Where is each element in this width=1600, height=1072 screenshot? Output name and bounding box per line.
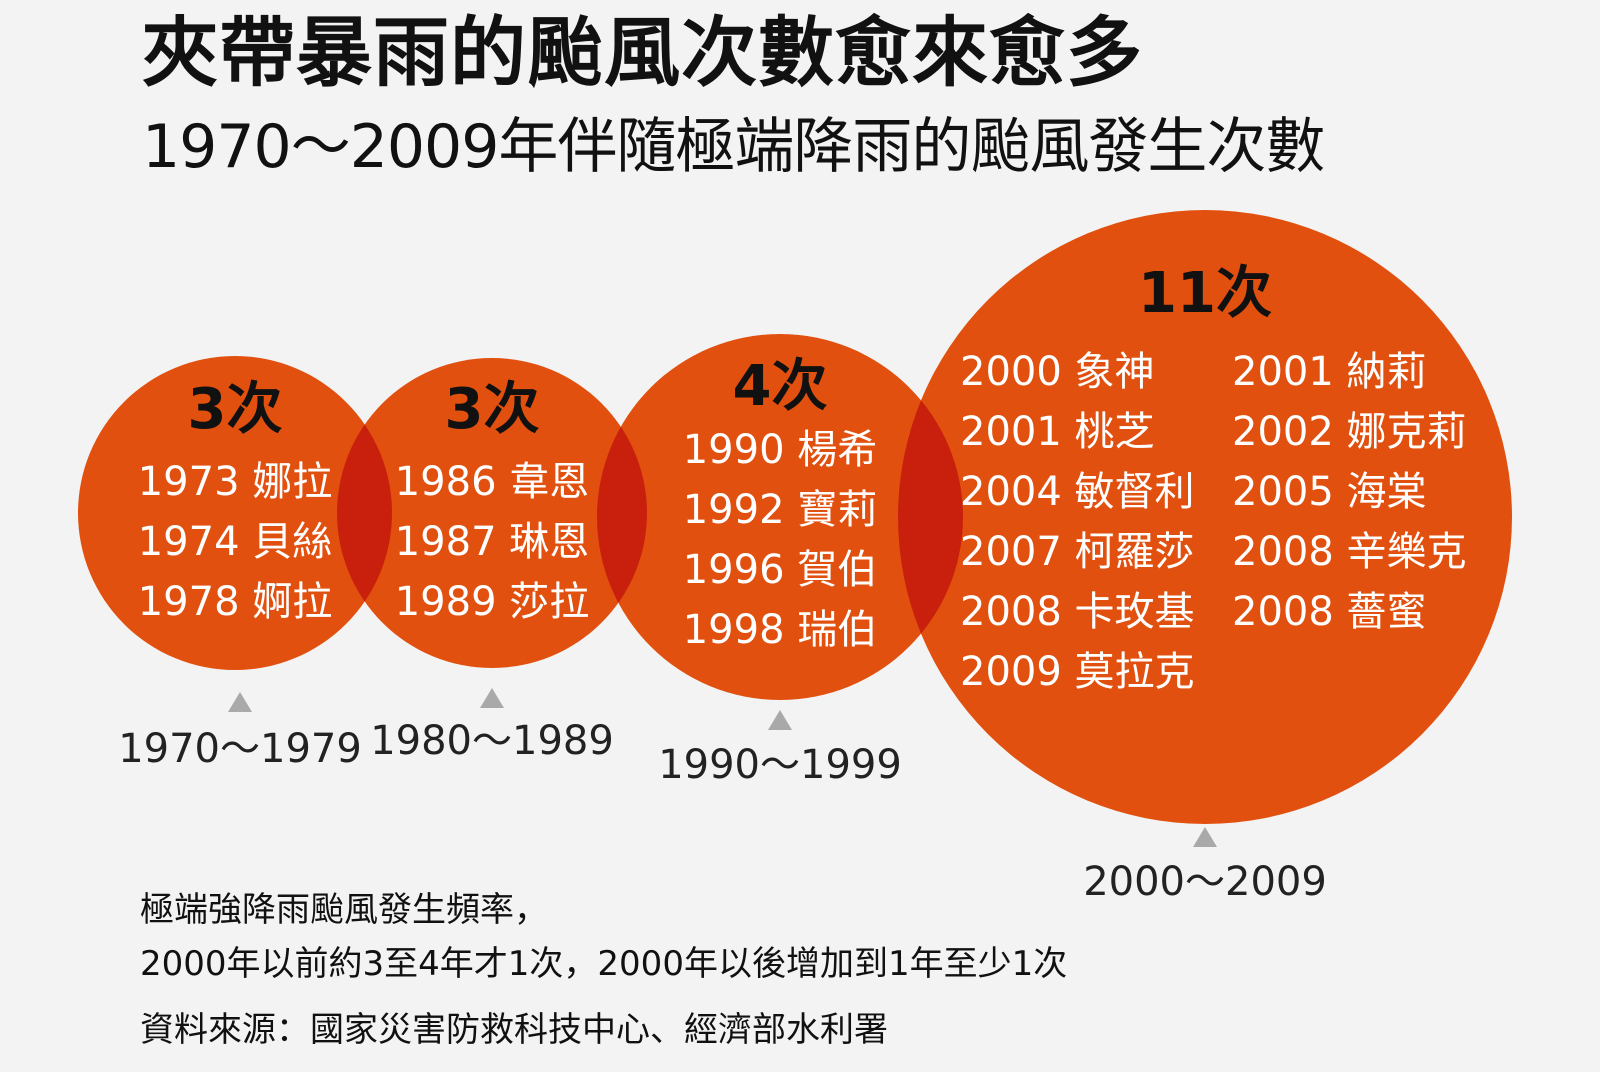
typhoon-label: 2009 莫拉克 — [960, 649, 1195, 695]
typhoon-label: 2000 象神 — [960, 349, 1155, 395]
typhoon-label: 2007 柯羅莎 — [960, 529, 1195, 575]
chart-title: 夾帶暴雨的颱風次數愈來愈多 — [142, 8, 1143, 97]
period-marker-icon — [1193, 827, 1217, 847]
period-label: 1980～1989 — [370, 718, 614, 764]
typhoon-label: 2008 卡玫基 — [960, 589, 1195, 635]
bubble-1970～1979 — [78, 356, 392, 670]
count-label: 3次 — [445, 377, 540, 442]
note-line-1: 極端強降雨颱風發生頻率， — [140, 890, 548, 930]
typhoon-label: 1998 瑞伯 — [683, 607, 878, 653]
typhoon-label: 1974 貝絲 — [138, 519, 333, 565]
bubble-1980～1989 — [337, 358, 647, 668]
bubble-2000～2009 — [898, 210, 1512, 824]
typhoon-label: 1987 琳恩 — [395, 519, 590, 565]
period-label: 1990～1999 — [658, 742, 902, 788]
typhoon-label: 1989 莎拉 — [395, 579, 590, 625]
count-label: 11次 — [1138, 261, 1272, 326]
period-label: 2000～2009 — [1083, 859, 1327, 905]
count-label: 3次 — [188, 377, 283, 442]
typhoon-label: 2001 納莉 — [1232, 349, 1427, 395]
typhoon-label: 2008 薔蜜 — [1232, 589, 1427, 635]
chart-subtitle: 1970～2009年伴隨極端降雨的颱風發生次數 — [142, 112, 1325, 182]
typhoon-label: 2008 辛樂克 — [1232, 529, 1467, 575]
period-marker-icon — [228, 692, 252, 712]
typhoon-label: 1996 賀伯 — [683, 547, 878, 593]
period-marker-icon — [480, 688, 504, 708]
typhoon-label: 2002 娜克莉 — [1232, 409, 1467, 455]
typhoon-label: 1986 韋恩 — [395, 459, 590, 505]
source-note: 資料來源：國家災害防救科技中心、經濟部水利署 — [140, 1010, 888, 1050]
typhoon-label: 1978 婀拉 — [138, 579, 333, 625]
period-marker-icon — [768, 710, 792, 730]
count-label: 4次 — [733, 354, 828, 419]
typhoon-label: 1990 楊希 — [683, 427, 878, 473]
note-line-2: 2000年以前約3至4年才1次，2000年以後增加到1年至少1次 — [140, 944, 1068, 984]
typhoon-label: 2001 桃芝 — [960, 409, 1155, 455]
typhoon-label: 2004 敏督利 — [960, 469, 1195, 515]
bubble-1990～1999 — [597, 334, 963, 700]
typhoon-label: 1992 寶莉 — [683, 487, 878, 533]
period-label: 1970～1979 — [118, 726, 362, 772]
typhoon-label: 1973 娜拉 — [138, 459, 333, 505]
typhoon-label: 2005 海棠 — [1232, 469, 1427, 515]
